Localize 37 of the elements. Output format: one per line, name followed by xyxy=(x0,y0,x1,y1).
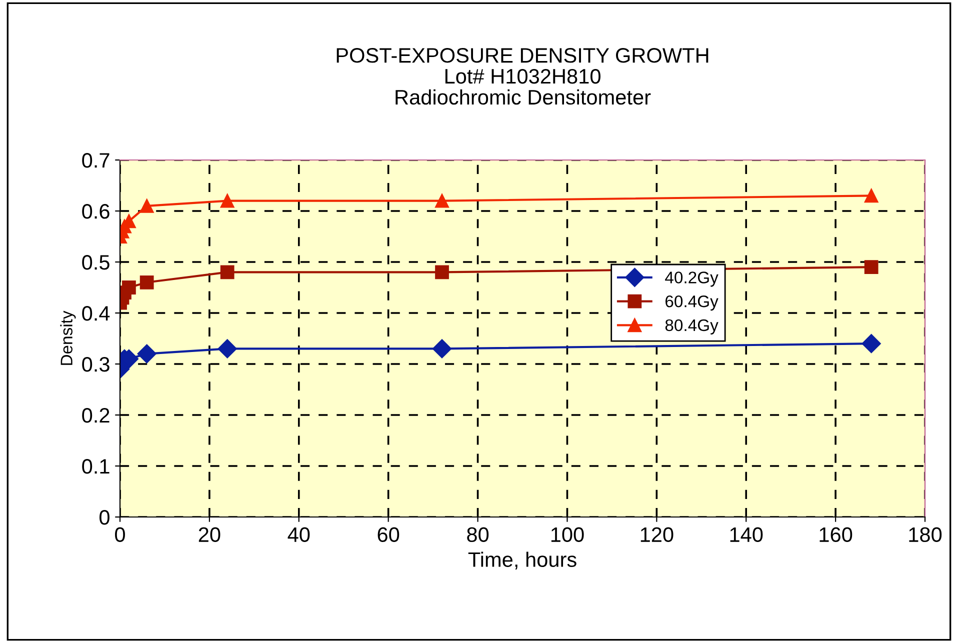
point xyxy=(220,265,234,280)
point xyxy=(140,275,154,290)
chart-title: POST-EXPOSURE DENSITY GROWTH Lot# H1032H810 Radiochromic Densitometer xyxy=(336,48,708,105)
legend-label: 80.4Gy xyxy=(665,319,718,334)
x-tick-label: 180 xyxy=(909,527,942,542)
x-tick-label: 100 xyxy=(551,527,584,542)
x-tick-label: 0 xyxy=(115,527,125,542)
legend-label: 60.4Gy xyxy=(666,295,718,311)
y-tick-label: 0.7 xyxy=(82,153,110,168)
point xyxy=(218,339,237,358)
y-axis-title: Density xyxy=(60,310,76,365)
point xyxy=(864,260,878,274)
point xyxy=(435,265,449,280)
x-tick-label: 140 xyxy=(730,527,763,542)
x-tick-label: 60 xyxy=(378,527,400,542)
x-tick-label: 120 xyxy=(640,527,674,542)
point xyxy=(140,198,154,213)
y-tick-label: 0.5 xyxy=(82,255,110,270)
point xyxy=(862,334,881,354)
point xyxy=(137,344,156,364)
y-tick-label: 0.4 xyxy=(82,306,110,321)
point xyxy=(435,194,449,208)
y-tick-label: 0 xyxy=(100,510,110,525)
x-axis-title: Time, hours xyxy=(468,552,576,570)
y-tick-label: 0.1 xyxy=(82,459,110,474)
point xyxy=(220,194,234,208)
x-tick-label: 20 xyxy=(198,527,220,542)
point xyxy=(864,188,878,203)
point xyxy=(432,339,452,358)
x-tick-label: 80 xyxy=(467,527,489,542)
x-tick-label: 160 xyxy=(820,527,852,542)
y-tick-label: 0.3 xyxy=(82,357,110,372)
y-tick-label: 0.2 xyxy=(82,408,110,423)
legend-label: 40.2Gy xyxy=(665,272,718,287)
x-tick-label: 40 xyxy=(288,527,310,542)
point xyxy=(122,280,136,294)
y-tick-label: 0.6 xyxy=(82,204,110,219)
